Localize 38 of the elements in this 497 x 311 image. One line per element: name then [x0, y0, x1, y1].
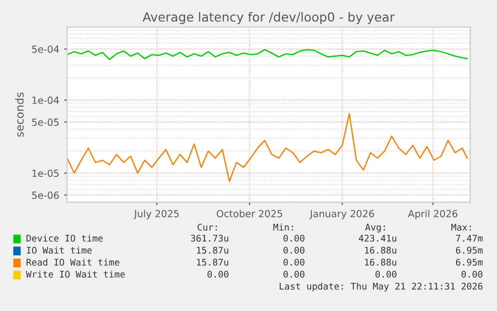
text: Last update: Thu May 21 22:11:31 2026	[280, 282, 482, 292]
legend-label: Write IO Wait time	[26, 270, 125, 278]
legend-label: IO Wait time	[26, 246, 92, 254]
text: 361.73u	[190, 234, 228, 242]
x-tick-label: July 2025	[134, 210, 179, 220]
text: 6.95m	[456, 258, 483, 266]
legend-label: Read IO Wait time	[26, 258, 120, 266]
text: Max:	[451, 224, 471, 231]
text: 423.41u	[358, 234, 396, 242]
text: 0.00	[284, 270, 304, 278]
y-tick-label: 5e-06	[32, 192, 59, 199]
text: 0.00	[376, 270, 396, 278]
text: 6.95m	[456, 246, 483, 254]
text: 0.00	[284, 234, 304, 242]
text: 15.87u	[196, 246, 228, 254]
text: 15.87u	[196, 258, 228, 266]
y-tick-label: 1e-05	[32, 170, 59, 177]
text: Cur:	[198, 224, 217, 231]
line-series	[67, 49, 468, 60]
text: 16.88u	[364, 258, 396, 266]
text: 0.00	[462, 270, 482, 278]
x-tick-label: October 2025	[216, 210, 282, 218]
text: 0.00	[208, 270, 228, 278]
text: 0.00	[284, 258, 304, 266]
line-series	[67, 113, 468, 182]
legend-label: Device IO time	[26, 234, 103, 242]
text: Min:	[273, 224, 293, 231]
x-tick-label: January 2026	[309, 210, 374, 220]
y-axis-title: seconds	[15, 92, 24, 137]
text: 16.88u	[364, 246, 396, 254]
y-tick-label: 1e-04	[32, 96, 59, 104]
y-tick-label: 5e-04	[32, 46, 59, 53]
y-tick-label: 5e-05	[32, 118, 59, 126]
text: 0.00	[284, 246, 304, 254]
x-tick-label: April 2026	[408, 210, 458, 220]
text: Avg:	[365, 224, 385, 232]
chart-title: Average latency for /dev/loop0 - by year	[142, 12, 395, 24]
text: 7.47m	[456, 234, 483, 242]
